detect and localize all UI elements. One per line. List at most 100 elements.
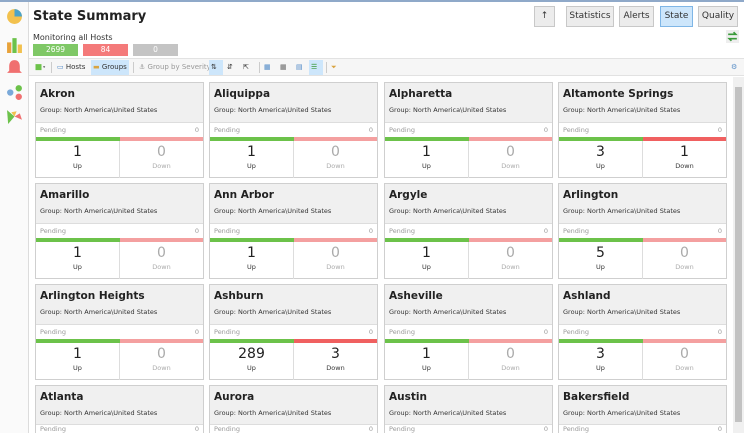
scrollbar-thumb[interactable] <box>735 87 742 422</box>
group-card[interactable]: Aliquippa Group: North America\United St… <box>209 82 378 178</box>
up-count-cell[interactable]: 1 Up <box>36 242 119 279</box>
group-card[interactable]: Akron Group: North America\United States… <box>35 82 204 178</box>
settings-gear-icon[interactable]: ⚙ <box>731 63 738 71</box>
up-count-cell[interactable]: 1 Up <box>385 242 468 279</box>
up-count-cell[interactable]: 1 Up <box>210 141 293 178</box>
table-view-icon[interactable]: ▦ <box>264 63 271 71</box>
group-card[interactable]: Altamonte Springs Group: North America\U… <box>558 82 727 178</box>
down-count-cell[interactable]: 1 Down <box>642 141 726 178</box>
up-count: 1 <box>422 245 431 261</box>
pending-label: Pending <box>40 126 66 134</box>
sort-descending-icon[interactable]: ⇵ <box>227 63 233 71</box>
down-count-cell[interactable]: 0 Down <box>293 141 377 178</box>
up-label: Up <box>422 364 431 372</box>
group-card[interactable]: Alpharetta Group: North America\United S… <box>384 82 553 178</box>
group-path: Group: North America\United States <box>389 106 507 114</box>
up-count-cell[interactable]: 5 Up <box>559 242 642 279</box>
pending-label: Pending <box>389 126 415 134</box>
alarm-bell-icon[interactable] <box>6 59 23 76</box>
group-card[interactable]: Bakersfield Group: North America\United … <box>558 385 727 433</box>
quality-button[interactable]: Quality <box>698 6 738 27</box>
state-bar <box>385 339 552 343</box>
small-tiles-icon[interactable]: ▦ <box>280 63 287 71</box>
pending-row: Pending 0 <box>559 224 726 238</box>
hosts-button[interactable]: ▭ Hosts <box>55 60 87 75</box>
group-name: Ashburn <box>214 290 264 302</box>
up-bar-segment <box>385 339 469 343</box>
down-bar-segment <box>642 137 726 141</box>
up-count-cell[interactable]: 3 Up <box>559 141 642 178</box>
layout-dropdown-icon[interactable] <box>32 60 48 75</box>
group-path: Group: North America\United States <box>563 207 681 215</box>
down-count-cell[interactable]: 0 Down <box>119 343 203 380</box>
group-card[interactable]: Argyle Group: North America\United State… <box>384 183 553 279</box>
up-label: Up <box>73 364 82 372</box>
swap-icon[interactable] <box>726 30 739 43</box>
group-card[interactable]: Atlanta Group: North America\United Stat… <box>35 385 204 433</box>
pie-chart-icon[interactable] <box>6 8 23 25</box>
pending-label: Pending <box>563 227 589 235</box>
up-count-cell[interactable]: 1 Up <box>210 242 293 279</box>
down-count-cell[interactable]: 3 Down <box>293 343 377 380</box>
group-card[interactable]: Arlington Group: North America\United St… <box>558 183 727 279</box>
down-label: Down <box>501 263 520 271</box>
card-header: Arlington Heights Group: North America\U… <box>36 285 203 325</box>
group-card[interactable]: Austin Group: North America\United State… <box>384 385 553 433</box>
group-path: Group: North America\United States <box>563 409 681 417</box>
down-count-cell[interactable]: 0 Down <box>119 141 203 178</box>
monitor-icon: ▭ <box>57 63 64 71</box>
up-level-button[interactable]: ↑ <box>534 6 555 27</box>
group-name: Akron <box>40 88 75 100</box>
state-bar <box>210 137 377 141</box>
group-card[interactable]: Asheville Group: North America\United St… <box>384 284 553 380</box>
card-header: Austin Group: North America\United State… <box>385 386 552 425</box>
down-count-cell[interactable]: 0 Down <box>468 343 552 380</box>
group-by-severity-button[interactable]: ⚓ Group by Severity <box>137 60 213 75</box>
group-card[interactable]: Ann Arbor Group: North America\United St… <box>209 183 378 279</box>
down-count-cell[interactable]: 0 Down <box>642 343 726 380</box>
up-bar-segment <box>210 238 294 242</box>
up-count-cell[interactable]: 1 Up <box>36 141 119 178</box>
down-bar-segment <box>119 238 203 242</box>
down-count-cell[interactable]: 0 Down <box>468 242 552 279</box>
up-count-cell[interactable]: 1 Up <box>385 141 468 178</box>
down-count-cell[interactable]: 0 Down <box>119 242 203 279</box>
group-card[interactable]: Ashburn Group: North America\United Stat… <box>209 284 378 380</box>
state-bar <box>385 238 552 242</box>
anchor-icon: ⚓ <box>139 63 146 71</box>
statistics-button[interactable]: Statistics <box>566 6 614 27</box>
group-card[interactable]: Aurora Group: North America\United State… <box>209 385 378 433</box>
down-count-cell[interactable]: 0 Down <box>293 242 377 279</box>
pending-label: Pending <box>389 328 415 336</box>
state-button[interactable]: State <box>660 6 693 27</box>
up-count-cell[interactable]: 1 Up <box>36 343 119 380</box>
pending-count: 0 <box>194 126 199 134</box>
group-card[interactable]: Arlington Heights Group: North America\U… <box>35 284 204 380</box>
expand-icon[interactable]: ⇱ <box>243 63 249 71</box>
state-bar <box>559 238 726 242</box>
down-count-cell[interactable]: 0 Down <box>468 141 552 178</box>
pending-label: Pending <box>40 328 66 336</box>
up-count-cell[interactable]: 1 Up <box>385 343 468 380</box>
quality-gauge-icon[interactable] <box>6 108 23 125</box>
pending-row: Pending 0 <box>385 224 552 238</box>
pending-row: Pending 0 <box>385 325 552 339</box>
sort-ascending-icon[interactable]: ⇅ <box>209 60 223 75</box>
pending-count: 0 <box>194 425 199 433</box>
pending-row: Pending 0 <box>210 224 377 238</box>
alerts-button[interactable]: Alerts <box>619 6 654 27</box>
up-count-cell[interactable]: 3 Up <box>559 343 642 380</box>
medium-tiles-icon[interactable]: ▤ <box>296 63 303 71</box>
filter-icon[interactable]: ⏷ <box>331 63 337 71</box>
down-count-cell[interactable]: 0 Down <box>642 242 726 279</box>
up-count-cell[interactable]: 289 Up <box>210 343 293 380</box>
group-name: Altamonte Springs <box>563 88 674 100</box>
vertical-scrollbar[interactable] <box>733 77 744 433</box>
status-icon[interactable] <box>6 84 23 101</box>
large-tiles-icon[interactable]: ☰ <box>309 60 323 75</box>
group-name: Ashland <box>563 290 611 302</box>
groups-button[interactable]: ▬ Groups <box>91 60 129 75</box>
group-card[interactable]: Ashland Group: North America\United Stat… <box>558 284 727 380</box>
group-card[interactable]: Amarillo Group: North America\United Sta… <box>35 183 204 279</box>
bar-chart-icon[interactable] <box>6 36 23 53</box>
